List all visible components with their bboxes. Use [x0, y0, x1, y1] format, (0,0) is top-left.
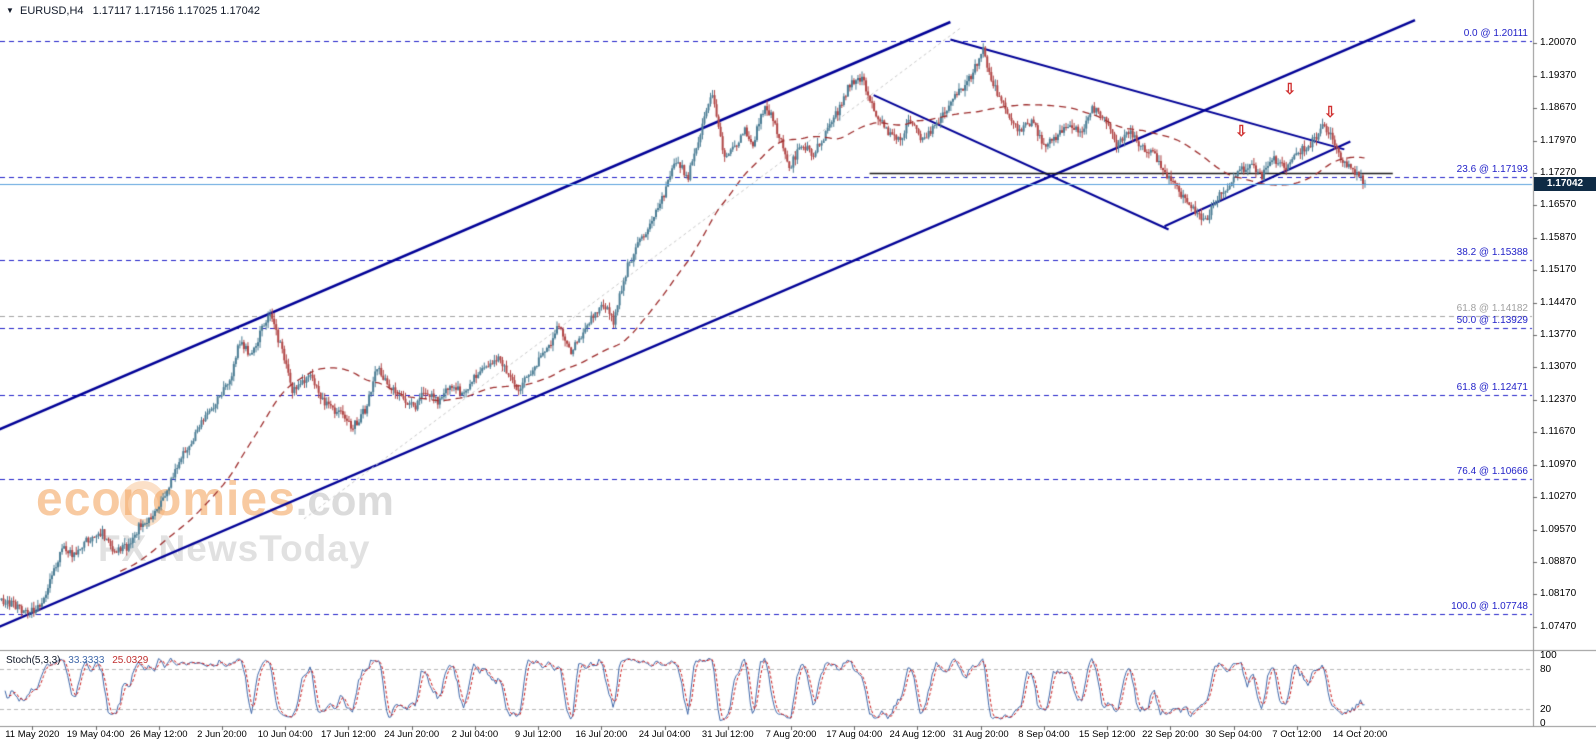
- time-axis-label: 11 May 2020: [5, 729, 60, 740]
- price-axis-tick: 1.16570: [1540, 199, 1577, 211]
- price-axis-tick: 1.15870: [1540, 231, 1577, 243]
- fib-level-label: 38.2 @ 1.15388: [1456, 247, 1528, 259]
- fib-level-label: 76.4 @ 1.10666: [1456, 465, 1528, 477]
- time-axis-label: 17 Jun 12:00: [320, 729, 376, 740]
- price-axis-tick: 1.08170: [1540, 588, 1577, 600]
- indicator-name: Stoch(5,3,3): [6, 655, 61, 666]
- time-axis-label: 30 Sep 04:00: [1205, 729, 1262, 740]
- indicator-label: Stoch(5,3,3) 33.3333 25.0329: [6, 655, 148, 666]
- price-axis-tick: 1.13770: [1540, 329, 1577, 341]
- indicator-axis-tick: 80: [1540, 663, 1552, 675]
- chart-dropdown-icon[interactable]: ▼: [6, 6, 14, 15]
- sell-signal-arrow-icon[interactable]: ⇩: [1323, 103, 1337, 121]
- indicator-axis-tick: 100: [1540, 650, 1557, 661]
- price-axis-tick: 1.13070: [1540, 361, 1577, 373]
- ohlc-readout: 1.17117 1.17156 1.17025 1.17042: [92, 5, 261, 17]
- time-axis-label: 14 Oct 20:00: [1332, 729, 1388, 740]
- fib-level-label: 61.8 @ 1.14182: [1456, 302, 1528, 314]
- price-axis-tick: 1.15170: [1540, 264, 1577, 276]
- price-axis-tick: 1.14470: [1540, 296, 1577, 308]
- indicator-axis-tick: 0: [1540, 718, 1546, 729]
- fib-level-label: 0.0 @ 1.20111: [1463, 28, 1528, 40]
- price-axis-tick: 1.10970: [1540, 458, 1577, 470]
- price-axis-tick: 1.17970: [1540, 134, 1577, 146]
- time-axis-label: 22 Sep 20:00: [1142, 729, 1199, 740]
- price-axis-tick: 1.11670: [1540, 426, 1576, 438]
- time-axis-label: 24 Aug 12:00: [889, 729, 946, 740]
- time-axis-label: 16 Jul 20:00: [575, 729, 628, 740]
- time-axis-label: 10 Jun 04:00: [257, 729, 313, 740]
- fib-level-label: 61.8 @ 1.12471: [1456, 382, 1528, 394]
- indicator-axis-tick: 20: [1540, 704, 1552, 716]
- price-axis-tick: 1.19370: [1540, 69, 1577, 81]
- fib-level-label: 50.0 @ 1.13929: [1456, 314, 1528, 326]
- price-axis-tick: 1.20070: [1540, 37, 1577, 49]
- chart-title: ▼ EURUSD,H4 1.17117 1.17156 1.17025 1.17…: [6, 5, 260, 17]
- time-axis-label: 31 Jul 12:00: [701, 729, 754, 740]
- sell-signal-arrow-icon[interactable]: ⇩: [1234, 123, 1248, 141]
- price-axis-tick: 1.07470: [1540, 620, 1577, 632]
- time-axis-label: 24 Jul 04:00: [638, 729, 691, 740]
- indicator-d-value: 25.0329: [112, 655, 149, 666]
- price-axis-tick: 1.09570: [1540, 523, 1577, 535]
- price-axis-tick: 1.10270: [1540, 491, 1577, 503]
- indicator-k-value: 33.3333: [68, 655, 105, 666]
- symbol-timeframe-label: EURUSD,H4: [19, 5, 84, 17]
- time-axis-label: 7 Aug 20:00: [765, 729, 817, 740]
- price-axis-tick: 1.17270: [1540, 166, 1577, 178]
- time-axis-label: 31 Aug 20:00: [952, 729, 1009, 740]
- price-axis-tick: 1.08870: [1540, 556, 1577, 568]
- fib-level-label: 23.6 @ 1.17193: [1456, 163, 1528, 175]
- fib-level-label: 100.0 @ 1.07748: [1451, 600, 1528, 612]
- time-axis-label: 2 Jun 20:00: [197, 729, 247, 740]
- time-axis-label: 7 Oct 12:00: [1272, 729, 1322, 740]
- sell-signal-arrow-icon[interactable]: ⇩: [1283, 80, 1297, 98]
- price-axis-tick: 1.18670: [1540, 102, 1577, 114]
- current-price-value: 1.17042: [1546, 178, 1584, 190]
- time-axis-label: 24 Jun 20:00: [384, 729, 440, 740]
- time-axis-label: 8 Sep 04:00: [1018, 729, 1070, 740]
- current-price-tag: 1.17042: [1534, 176, 1596, 191]
- time-axis-label: 17 Aug 04:00: [826, 729, 883, 740]
- time-axis-label: 26 May 12:00: [129, 729, 188, 740]
- time-axis-label: 19 May 04:00: [66, 729, 125, 740]
- time-axis-label: 9 Jul 12:00: [514, 729, 562, 740]
- time-axis-label: 15 Sep 12:00: [1078, 729, 1136, 740]
- time-axis-label: 2 Jul 04:00: [451, 729, 499, 740]
- price-axis-tick: 1.12370: [1540, 393, 1577, 405]
